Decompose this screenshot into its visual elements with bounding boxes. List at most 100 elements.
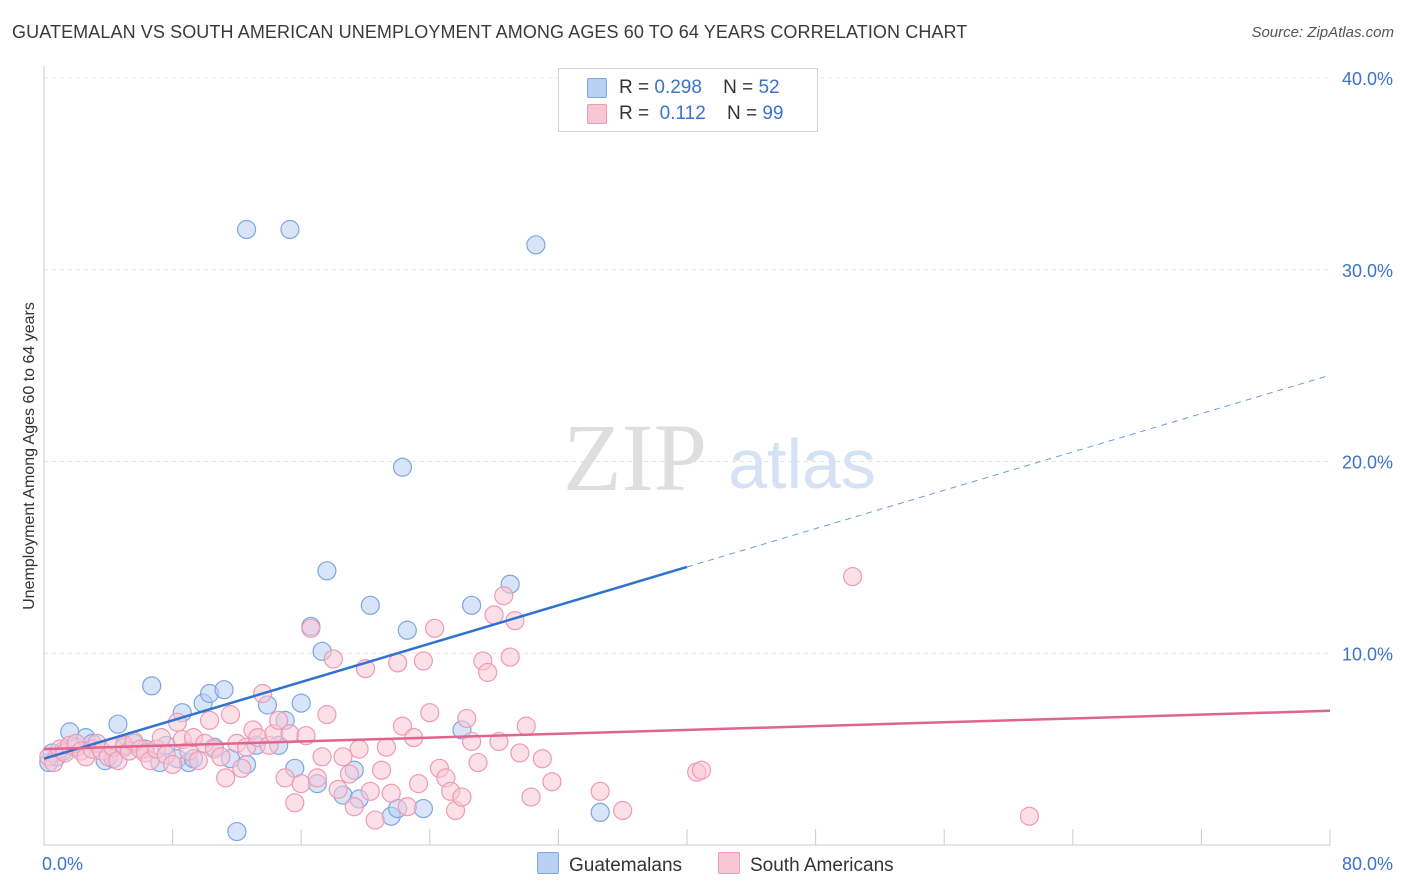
bottom-legend-south-americans: South Americans (718, 852, 894, 877)
data-point (142, 676, 162, 696)
data-point (500, 647, 520, 667)
data-point (397, 797, 417, 817)
data-point (199, 710, 220, 730)
data-point (392, 716, 413, 736)
data-point (392, 457, 413, 477)
data-point (317, 705, 337, 725)
data-point (388, 653, 408, 673)
data-point (1019, 806, 1039, 826)
data-point (227, 821, 247, 842)
trendline-extension (686, 374, 1331, 568)
data-point (323, 649, 343, 669)
trendline-south-americans (43, 709, 1331, 751)
legend-r-label: R = (619, 77, 650, 98)
data-point (220, 705, 241, 725)
data-point (413, 651, 433, 671)
trendlines (43, 374, 1331, 760)
y-tick-label: 10.0% (1342, 644, 1393, 664)
data-point (285, 793, 305, 813)
data-point (691, 760, 712, 780)
bottom-legend-label: Guatemalans (569, 855, 683, 876)
points (39, 219, 1039, 842)
legend-swatch-guatemalans (587, 78, 607, 98)
data-point (163, 754, 183, 775)
data-point (371, 760, 392, 780)
data-point (236, 219, 257, 240)
tick-labels: 10.0% 20.0% 30.0% 40.0% 0.0% 80.0% (42, 69, 1393, 874)
data-point (376, 737, 396, 757)
data-point (468, 752, 488, 773)
data-point (280, 219, 300, 240)
data-point (613, 800, 633, 821)
data-point (269, 710, 289, 730)
data-point (452, 787, 472, 807)
data-point (425, 618, 445, 638)
legend-n-value: 52 (758, 77, 780, 98)
data-point (478, 662, 498, 683)
watermark: ZIP atlas (563, 404, 876, 511)
data-point (188, 751, 208, 771)
data-point (232, 758, 252, 778)
data-point (339, 764, 360, 784)
data-point (420, 703, 440, 723)
legend-n-value: 99 (762, 103, 784, 124)
source-label: Source: ZipAtlas.com (1251, 24, 1394, 41)
y-tick-label: 40.0% (1342, 69, 1393, 89)
data-point (291, 693, 311, 713)
data-point (365, 810, 385, 830)
legend-r-label: R = (619, 103, 650, 124)
data-point (510, 743, 530, 763)
data-point (214, 680, 234, 700)
data-point (484, 605, 504, 625)
data-point (489, 731, 509, 752)
data-point (842, 566, 863, 587)
data-point (151, 728, 171, 748)
watermark-atlas: atlas (728, 425, 876, 503)
data-point (108, 714, 128, 734)
chart-title: GUATEMALAN VS SOUTH AMERICAN UNEMPLOYMEN… (12, 22, 968, 42)
data-point (349, 739, 369, 759)
bottom-legend-guatemalans: Guatemalans (537, 852, 682, 877)
legend-n-label: N = (723, 77, 754, 98)
legend-r-value: 0.112 (654, 103, 706, 124)
data-point (397, 620, 417, 640)
legend-n-label: N = (726, 103, 758, 124)
axes (43, 66, 1331, 846)
data-point (526, 235, 546, 255)
data-point (532, 749, 552, 769)
data-point (328, 779, 348, 799)
legend: R = 0.298 N = 52 R = 0.112 N = 99 (558, 68, 818, 132)
data-point (542, 772, 562, 792)
data-point (312, 747, 332, 767)
data-point (457, 708, 477, 729)
data-point (344, 797, 364, 817)
data-point (360, 595, 380, 615)
data-point (521, 787, 541, 807)
legend-r-value: 0.298 (654, 77, 702, 98)
data-point (590, 781, 610, 801)
data-point (590, 802, 610, 823)
series-south-americans (39, 566, 1039, 830)
y-axis-label: Unemployment Among Ages 60 to 64 years (21, 302, 38, 610)
data-point (516, 716, 536, 736)
data-point (301, 618, 321, 638)
data-point (307, 768, 327, 788)
data-point (275, 768, 295, 788)
data-point (494, 586, 514, 606)
y-tick-label: 20.0% (1342, 453, 1393, 473)
data-point (317, 561, 337, 581)
trendline-guatemalans (43, 565, 688, 760)
y-tick-label: 30.0% (1342, 261, 1393, 281)
data-point (413, 798, 433, 819)
x-tick-label: 0.0% (42, 854, 83, 874)
data-point (216, 768, 236, 788)
data-point (291, 774, 311, 794)
data-point (333, 747, 353, 767)
data-point (381, 783, 401, 803)
data-point (211, 747, 231, 767)
bottom-legend-swatch-south-americans (718, 852, 740, 874)
watermark-zip: ZIP (563, 404, 707, 511)
data-point (408, 774, 429, 794)
data-point (360, 781, 380, 801)
